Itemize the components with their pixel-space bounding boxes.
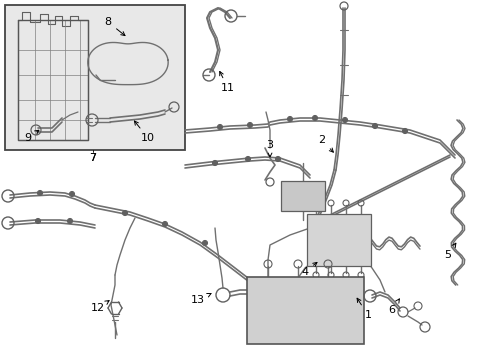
Circle shape bbox=[202, 240, 207, 246]
Circle shape bbox=[343, 117, 347, 122]
Text: 9: 9 bbox=[24, 130, 39, 143]
Circle shape bbox=[35, 219, 41, 224]
Circle shape bbox=[163, 221, 168, 226]
Text: 3: 3 bbox=[267, 140, 273, 157]
Circle shape bbox=[247, 122, 252, 127]
Text: 4: 4 bbox=[301, 262, 317, 277]
Text: 7: 7 bbox=[90, 153, 97, 163]
Circle shape bbox=[402, 129, 408, 134]
FancyBboxPatch shape bbox=[247, 277, 364, 344]
Text: 2: 2 bbox=[318, 135, 333, 152]
Text: 5: 5 bbox=[444, 243, 456, 260]
Text: 7: 7 bbox=[90, 153, 97, 163]
Circle shape bbox=[68, 219, 73, 224]
FancyBboxPatch shape bbox=[281, 181, 325, 211]
FancyBboxPatch shape bbox=[5, 5, 185, 150]
Circle shape bbox=[372, 123, 377, 129]
Text: 12: 12 bbox=[91, 301, 109, 313]
Circle shape bbox=[288, 117, 293, 122]
Text: 11: 11 bbox=[220, 71, 235, 93]
Circle shape bbox=[122, 211, 127, 216]
Circle shape bbox=[213, 161, 218, 166]
Circle shape bbox=[70, 192, 74, 197]
Text: 8: 8 bbox=[104, 17, 125, 36]
Circle shape bbox=[245, 157, 250, 162]
Text: 6: 6 bbox=[389, 299, 399, 315]
Text: 1: 1 bbox=[357, 298, 371, 320]
Circle shape bbox=[275, 157, 280, 162]
Circle shape bbox=[313, 116, 318, 121]
Circle shape bbox=[218, 125, 222, 130]
Text: 10: 10 bbox=[134, 121, 155, 143]
Circle shape bbox=[38, 190, 43, 195]
Text: 13: 13 bbox=[191, 293, 211, 305]
FancyBboxPatch shape bbox=[307, 214, 371, 266]
